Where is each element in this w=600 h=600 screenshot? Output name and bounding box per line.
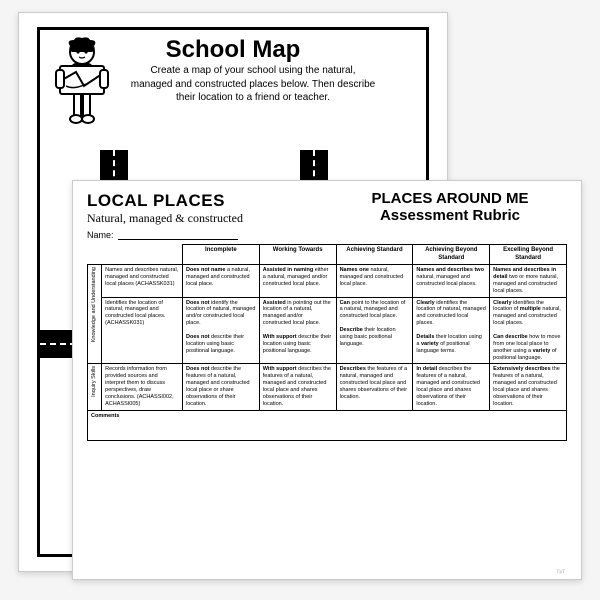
cell: Clearly identifies the location of natur…	[413, 297, 490, 364]
level-incomplete: Incomplete	[182, 245, 259, 265]
boy-holding-map-icon	[46, 36, 118, 126]
criterion-desc: Identifies the location of natural, mana…	[102, 297, 183, 364]
cell: Clearly identifies the location of multi…	[490, 297, 567, 364]
name-label: Name:	[87, 230, 114, 240]
comments-row: Comments	[88, 410, 567, 440]
rubric-table: Incomplete Working Towards Achieving Sta…	[87, 244, 567, 441]
cell: Does not name Does not name a natural, m…	[182, 265, 259, 298]
cell: Assisted in naming either a natural, man…	[259, 265, 336, 298]
rubric-header: LOCAL PLACES Natural, managed & construc…	[87, 191, 567, 226]
comments-label: Comments	[91, 413, 119, 419]
table-row: Inquiry Skills Records information from …	[88, 364, 567, 410]
criterion-desc: Records information from provided source…	[102, 364, 183, 410]
level-excelling: Excelling Beyond Standard	[490, 245, 567, 265]
pam-line1: PLACES AROUND ME	[372, 190, 529, 207]
level-working-towards: Working Towards	[259, 245, 336, 265]
cell: Does not identify the location of natura…	[182, 297, 259, 364]
cell: Names and describes in detail two or mor…	[490, 265, 567, 298]
cell: Names and describes two natural, managed…	[413, 265, 490, 298]
level-achieving: Achieving Standard	[336, 245, 413, 265]
cell: In detail describes the features of a na…	[413, 364, 490, 410]
comments-cell[interactable]: Comments	[88, 410, 567, 440]
cell: Names one natural, managed and construct…	[336, 265, 413, 298]
watermark: TpT	[556, 570, 565, 575]
cell: Extensively describes the features of a …	[490, 364, 567, 410]
rubric-page: LOCAL PLACES Natural, managed & construc…	[72, 180, 582, 580]
cell: Describes the features of a natural, man…	[336, 364, 413, 410]
cell: Assisted in pointing out the location of…	[259, 297, 336, 364]
table-row: Knowledge and Understanding Names and de…	[88, 265, 567, 298]
strand-inquiry: Inquiry Skills	[88, 364, 102, 410]
cell: Can point to the location of a natural, …	[336, 297, 413, 364]
strand-knowledge: Knowledge and Understanding	[88, 265, 102, 364]
criterion-desc: Names and describes natural, managed and…	[102, 265, 183, 298]
name-input-line[interactable]	[118, 231, 238, 240]
local-places-subtitle: Natural, managed & constructed	[87, 211, 321, 226]
cell: With support describes the features of a…	[259, 364, 336, 410]
pam-line2: Assessment Rubric	[380, 207, 520, 224]
table-row: Identifies the location of natural, mana…	[88, 297, 567, 364]
local-places-title: LOCAL PLACES	[87, 191, 321, 211]
name-field-row: Name:	[87, 230, 567, 240]
level-beyond: Achieving Beyond Standard	[413, 245, 490, 265]
places-around-me-title: PLACES AROUND ME Assessment Rubric	[333, 191, 567, 224]
cell: Does not describe the features of a natu…	[182, 364, 259, 410]
header-row: Incomplete Working Towards Achieving Sta…	[88, 245, 567, 265]
